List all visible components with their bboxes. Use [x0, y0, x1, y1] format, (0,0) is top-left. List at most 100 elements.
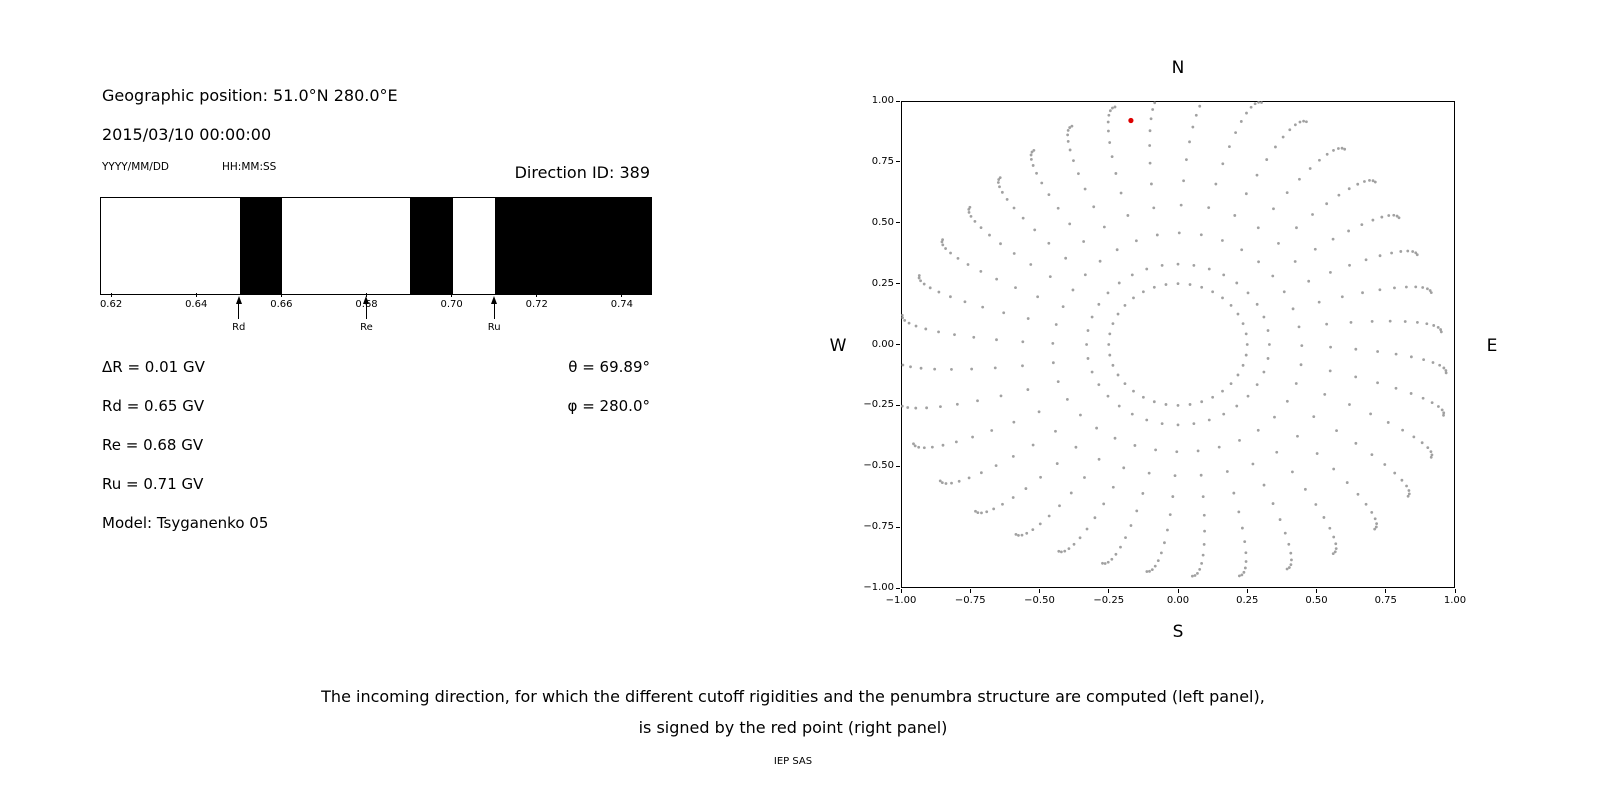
direction-dot — [1395, 214, 1399, 218]
direction-dot — [1082, 240, 1086, 243]
scatter-canvas — [901, 101, 1448, 578]
direction-dot — [1086, 329, 1090, 332]
direction-dot — [1156, 559, 1160, 563]
compass-south-label: S — [1172, 622, 1184, 642]
direction-dot — [1337, 147, 1340, 150]
direction-dot — [1114, 552, 1118, 556]
direction-dot — [1164, 403, 1168, 406]
direction-dot — [1083, 273, 1087, 277]
direction-dot — [1442, 411, 1446, 415]
direction-dot — [903, 318, 907, 322]
direction-dot — [1113, 436, 1117, 440]
theta-value: θ = 69.89° — [568, 358, 650, 376]
direction-dot — [1257, 260, 1260, 264]
direction-dot — [966, 263, 970, 266]
direction-dot — [1411, 250, 1415, 253]
direction-dot — [1378, 254, 1382, 258]
direction-dot — [1063, 549, 1067, 553]
direction-dot — [1067, 547, 1071, 551]
direction-dot — [1135, 509, 1139, 513]
direction-dot — [1123, 382, 1127, 386]
direction-dot — [1420, 441, 1424, 445]
direction-dot — [1057, 549, 1061, 553]
direction-dot — [950, 368, 953, 371]
direction-dot — [1147, 471, 1151, 475]
direction-dot — [1332, 535, 1336, 539]
direction-dot — [1047, 514, 1051, 518]
direction-dot — [1325, 202, 1329, 206]
direction-dot — [917, 274, 921, 277]
direction-dot — [1149, 117, 1153, 121]
direction-dot — [1191, 125, 1195, 129]
direction-dot — [1399, 250, 1403, 253]
direction-dot — [1429, 291, 1433, 294]
direction-dot — [1428, 289, 1432, 292]
direction-dot — [1293, 260, 1297, 263]
direction-dot — [933, 367, 937, 371]
scatter-x-tick-label: 0.25 — [1236, 595, 1259, 606]
penumbra-x-tick-label: 0.62 — [99, 299, 123, 310]
direction-dot — [988, 233, 991, 237]
direction-dot — [940, 240, 944, 244]
direction-dot — [1334, 542, 1338, 546]
direction-dot — [979, 270, 983, 273]
direction-dot — [1106, 120, 1110, 124]
direction-dot — [938, 479, 942, 483]
direction-dot — [1025, 531, 1029, 535]
direction-dot — [901, 313, 904, 317]
direction-dot — [1444, 369, 1448, 372]
direction-dot — [1371, 179, 1375, 183]
direction-dot — [1345, 481, 1349, 484]
direction-dot — [1093, 516, 1097, 520]
cutoff-marker-label: Ru — [487, 322, 501, 333]
direction-dot — [1245, 111, 1248, 115]
up-arrow-line — [238, 304, 240, 319]
direction-dot — [1289, 551, 1293, 555]
direction-dot — [1262, 483, 1266, 487]
direction-dot — [981, 305, 985, 309]
direction-dot — [1285, 567, 1289, 571]
direction-dot — [1145, 570, 1149, 573]
direction-dot — [1332, 149, 1335, 152]
direction-dot — [1021, 364, 1024, 368]
direction-dot — [1287, 542, 1291, 546]
direction-dot — [1340, 295, 1344, 299]
direction-dot — [928, 286, 932, 290]
direction-dot — [1315, 452, 1319, 455]
direction-dot — [1012, 252, 1016, 255]
direction-dot — [1064, 256, 1068, 260]
direction-dot — [1108, 141, 1112, 144]
direction-dot — [1430, 453, 1434, 457]
direction-dot — [1198, 568, 1202, 571]
direction-dot — [1388, 319, 1392, 323]
direction-dot — [1442, 366, 1446, 370]
scatter-y-tick-label: −0.50 — [863, 460, 894, 472]
direction-dot — [1095, 426, 1098, 430]
direction-dot — [922, 446, 926, 450]
direction-dot — [1200, 285, 1204, 289]
direction-dot — [1059, 550, 1063, 554]
scatter-y-tick-label: 0.75 — [871, 155, 894, 167]
direction-dot — [1072, 542, 1076, 546]
direction-dot — [1152, 206, 1156, 210]
direction-dot — [1329, 271, 1332, 274]
direction-dot — [1281, 135, 1285, 139]
direction-dot — [1201, 495, 1205, 499]
direction-dot — [1211, 395, 1215, 399]
direction-dot — [1074, 445, 1078, 449]
direction-dot — [1354, 347, 1358, 351]
direction-dot — [1058, 504, 1061, 508]
direction-dot — [1294, 382, 1298, 385]
direction-dot — [1426, 287, 1429, 291]
penumbra-band — [495, 198, 651, 294]
penumbra-x-tick — [280, 293, 282, 297]
direction-dot — [937, 330, 940, 334]
direction-dot — [1182, 179, 1185, 183]
direction-dot — [1024, 487, 1028, 490]
direction-dot — [1266, 329, 1270, 332]
direction-dot — [1033, 228, 1037, 232]
penumbra-x-tick-label: 0.74 — [610, 299, 634, 310]
direction-dot — [1333, 550, 1337, 554]
direction-dot — [1233, 214, 1237, 217]
direction-dot — [924, 327, 928, 331]
